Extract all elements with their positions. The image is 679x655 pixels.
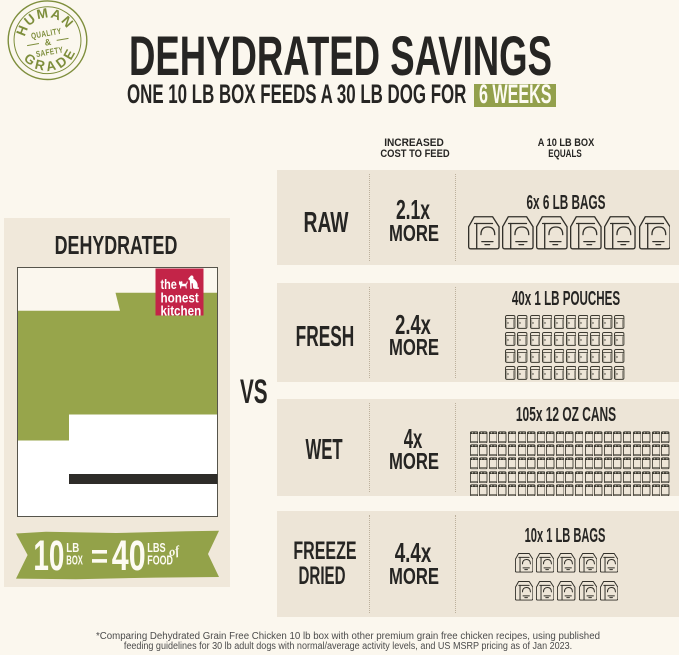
svg-text:&: & (44, 37, 53, 48)
svg-text:SAFETY: SAFETY (35, 45, 64, 60)
svg-text:kitchen: kitchen (160, 303, 201, 318)
svg-text:the: the (160, 276, 176, 291)
svg-text:LBS: LBS (147, 541, 166, 555)
svg-text:FOOD: FOOD (147, 554, 173, 568)
svg-text:40: 40 (112, 531, 146, 579)
svg-text:LB: LB (66, 540, 79, 555)
svg-text:honest: honest (160, 290, 199, 305)
svg-text:BOX: BOX (66, 553, 83, 568)
svg-text:10: 10 (33, 531, 64, 580)
